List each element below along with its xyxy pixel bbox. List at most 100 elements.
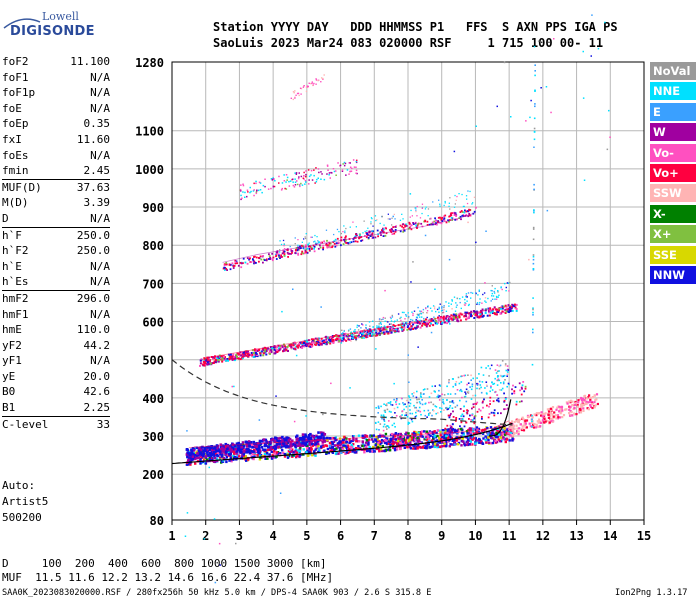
echo-point — [267, 347, 269, 350]
echo-point — [426, 443, 429, 447]
echo-point — [352, 159, 355, 161]
echo-point — [533, 209, 535, 211]
echo-point — [358, 325, 360, 327]
echo-point — [308, 175, 311, 178]
echo-point — [243, 353, 246, 356]
echo-point — [404, 318, 406, 320]
echo-point — [454, 393, 457, 395]
echo-point — [344, 239, 347, 242]
echo-point — [256, 355, 259, 358]
echo-point — [444, 317, 447, 320]
echo-point — [317, 79, 319, 82]
echo-point — [594, 404, 597, 407]
echo-point — [219, 445, 223, 449]
echo-point — [436, 445, 439, 449]
echo-point — [358, 440, 361, 443]
echo-point — [334, 338, 337, 341]
echo-point — [328, 242, 331, 245]
echo-point — [554, 414, 557, 417]
echo-point — [385, 232, 388, 235]
echo-point — [207, 363, 210, 365]
echo-point — [506, 373, 509, 375]
echo-point — [253, 442, 257, 446]
echo-point — [287, 450, 291, 453]
echo-point — [396, 442, 399, 445]
echo-point — [501, 432, 504, 435]
echo-point — [544, 412, 547, 415]
echo-point — [568, 400, 571, 403]
echo-point — [439, 407, 441, 409]
echo-point — [247, 440, 251, 443]
echo-point — [362, 324, 364, 326]
echo-point — [340, 342, 343, 344]
echo-point — [472, 406, 475, 408]
echo-point — [378, 429, 380, 431]
echo-point — [390, 437, 393, 440]
echo-point — [463, 396, 466, 398]
echo-point — [303, 85, 305, 87]
echo-point — [571, 400, 574, 403]
echo-point — [454, 383, 457, 385]
param-value: 2.25 — [83, 401, 111, 415]
echo-point — [379, 433, 382, 436]
echo-point — [340, 334, 343, 337]
echo-point — [418, 401, 421, 403]
echo-point — [310, 236, 312, 238]
echo-point — [438, 429, 441, 432]
echo-point — [369, 434, 372, 437]
echo-point — [489, 403, 491, 405]
echo-point — [568, 408, 571, 411]
echo-point — [387, 218, 389, 220]
echo-point — [294, 252, 297, 254]
echo-point — [433, 306, 436, 308]
echo-point — [453, 441, 456, 444]
echo-point — [353, 166, 356, 168]
echo-point — [294, 447, 298, 450]
echo-point — [329, 336, 332, 338]
echo-point — [560, 405, 563, 409]
echo-point — [348, 173, 350, 175]
echo-point — [433, 220, 436, 223]
echo-point — [407, 432, 410, 435]
echo-point — [471, 414, 473, 417]
echo-point — [340, 451, 343, 454]
x-tick-label: 4 — [270, 529, 277, 543]
echo-point — [413, 404, 415, 407]
echo-point — [426, 388, 429, 390]
echo-point — [370, 233, 373, 236]
echo-point — [407, 317, 410, 319]
echo-point — [482, 374, 485, 376]
echo-point — [237, 264, 240, 267]
echo-point — [393, 448, 397, 452]
echo-point — [302, 442, 306, 445]
echo-point — [495, 298, 498, 300]
echo-point — [392, 324, 395, 327]
echo-point — [315, 181, 318, 183]
param-row: foF1p N/A — [2, 85, 110, 101]
echo-point — [188, 462, 191, 465]
echo-point — [498, 365, 501, 367]
echo-point — [315, 437, 317, 439]
param-value: 11.100 — [70, 55, 110, 68]
echo-point — [502, 428, 505, 432]
echo-point — [367, 237, 370, 240]
echo-point — [326, 239, 328, 242]
echo-point — [235, 458, 238, 461]
echo-point — [485, 367, 487, 369]
echo-point — [416, 390, 418, 393]
echo-point — [419, 435, 422, 438]
echo-point — [403, 441, 406, 445]
echo-point — [548, 408, 551, 411]
echo-point — [315, 167, 317, 169]
echo-point — [345, 451, 348, 454]
echo-point — [407, 421, 410, 424]
echo-point — [478, 441, 481, 444]
echo-point — [399, 441, 402, 445]
echo-point — [417, 444, 420, 448]
echo-point — [206, 357, 209, 360]
echo-point — [286, 456, 290, 459]
echo-point — [270, 438, 273, 442]
echo-point — [271, 446, 274, 449]
echo-point — [537, 425, 540, 428]
echo-point — [459, 211, 462, 213]
